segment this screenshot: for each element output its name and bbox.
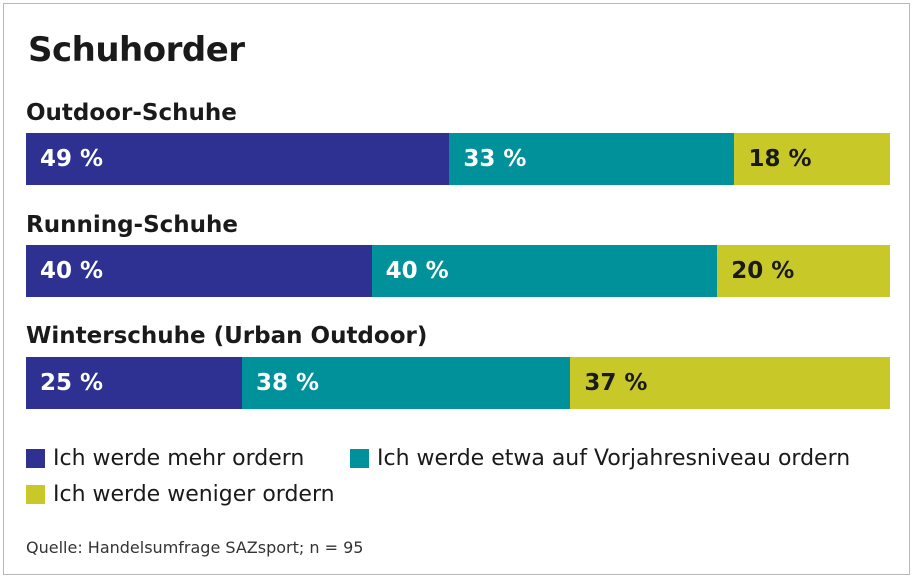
- data-label: 25 %: [40, 370, 104, 396]
- bar-segment: 40 %: [371, 245, 718, 297]
- stacked-bar: 25 % 38 % 37 %: [26, 357, 890, 409]
- legend-item: Ich werde mehr ordern: [26, 446, 304, 471]
- legend-label: Ich werde mehr ordern: [53, 446, 305, 471]
- legend-swatch: [26, 485, 45, 504]
- legend-swatch: [26, 449, 45, 468]
- bar-segment: 49 %: [26, 133, 450, 185]
- stacked-bar: 49 % 33 % 18 %: [26, 133, 890, 185]
- legend-label: Ich werde etwa auf Vorjahresniveau order…: [377, 446, 851, 471]
- source-note: Quelle: Handelsumfrage SAZsport; n = 95: [26, 538, 364, 557]
- data-label: 37 %: [584, 370, 648, 396]
- data-label: 20 %: [731, 258, 795, 284]
- bar-segment: 37 %: [570, 357, 890, 409]
- bar-segment: 33 %: [449, 133, 735, 185]
- legend-item: Ich werde weniger ordern: [26, 482, 335, 507]
- stacked-bar: 40 % 40 % 20 %: [26, 245, 890, 297]
- bar-segment: 18 %: [734, 133, 890, 185]
- data-label: 49 %: [40, 146, 104, 172]
- category-label: Running-Schuhe: [26, 212, 239, 238]
- data-label: 33 %: [463, 146, 527, 172]
- bar-segment: 40 %: [26, 245, 372, 297]
- category-label: Winterschuhe (Urban Outdoor): [26, 323, 428, 349]
- data-label: 38 %: [256, 370, 320, 396]
- bar-segment: 25 %: [26, 357, 242, 409]
- bar-segment: 20 %: [717, 245, 890, 297]
- category-label: Outdoor-Schuhe: [26, 100, 237, 126]
- legend-label: Ich werde weniger ordern: [53, 482, 335, 507]
- data-label: 40 %: [385, 258, 449, 284]
- legend-swatch: [350, 449, 369, 468]
- bar-segment: 38 %: [242, 357, 571, 409]
- data-label: 18 %: [748, 146, 812, 172]
- chart-title: Schuhorder: [28, 30, 245, 70]
- data-label: 40 %: [40, 258, 104, 284]
- legend-item: Ich werde etwa auf Vorjahresniveau order…: [350, 446, 850, 471]
